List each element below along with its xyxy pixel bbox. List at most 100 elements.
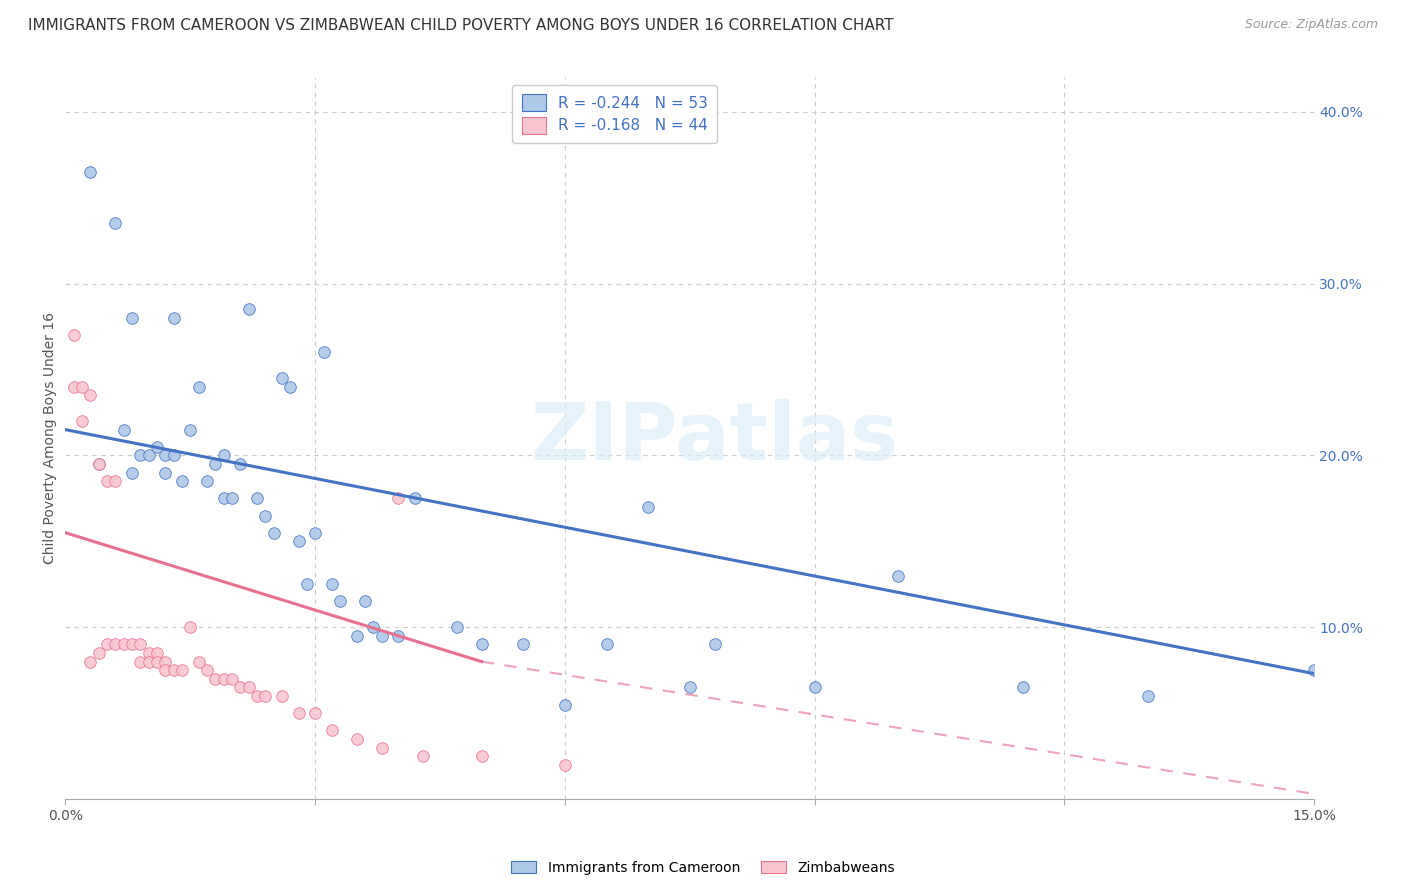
Point: [1136, 689, 1159, 703]
Legend: Immigrants from Cameroon, Zimbabweans: Immigrants from Cameroon, Zimbabweans: [506, 855, 900, 880]
Point: [278, 380, 301, 394]
Point: [138, 655, 160, 669]
Point: [371, 740, 394, 755]
Point: [471, 749, 494, 764]
Point: [112, 423, 135, 437]
Point: [179, 423, 201, 437]
Point: [346, 731, 368, 746]
Y-axis label: Child Poverty Among Boys Under 16: Child Poverty Among Boys Under 16: [44, 312, 58, 565]
Point: [263, 525, 285, 540]
Point: [121, 310, 143, 325]
Point: [512, 637, 534, 651]
Point: [637, 500, 659, 514]
Point: [79, 165, 101, 179]
Point: [70, 380, 93, 394]
Point: [112, 637, 135, 651]
Point: [295, 577, 318, 591]
Text: Source: ZipAtlas.com: Source: ZipAtlas.com: [1244, 18, 1378, 31]
Point: [155, 655, 177, 669]
Point: [404, 491, 426, 506]
Point: [195, 474, 218, 488]
Point: [321, 723, 343, 738]
Point: [170, 663, 193, 677]
Point: [121, 637, 143, 651]
Point: [221, 491, 243, 506]
Point: [179, 620, 201, 634]
Point: [187, 655, 209, 669]
Point: [1011, 681, 1033, 695]
Point: [87, 646, 110, 660]
Point: [595, 637, 617, 651]
Point: [79, 388, 101, 402]
Point: [212, 672, 235, 686]
Point: [204, 672, 226, 686]
Point: [195, 663, 218, 677]
Point: [121, 466, 143, 480]
Point: [238, 681, 260, 695]
Point: [138, 449, 160, 463]
Point: [446, 620, 468, 634]
Point: [346, 629, 368, 643]
Point: [87, 457, 110, 471]
Point: [703, 637, 725, 651]
Point: [163, 663, 186, 677]
Point: [304, 525, 326, 540]
Text: ZIPatlas: ZIPatlas: [530, 400, 898, 477]
Point: [96, 474, 118, 488]
Point: [221, 672, 243, 686]
Point: [163, 310, 186, 325]
Point: [212, 449, 235, 463]
Point: [87, 457, 110, 471]
Point: [270, 689, 292, 703]
Point: [146, 440, 169, 454]
Point: [96, 637, 118, 651]
Point: [187, 380, 209, 394]
Point: [155, 449, 177, 463]
Point: [387, 629, 409, 643]
Point: [204, 457, 226, 471]
Point: [146, 646, 169, 660]
Point: [104, 474, 127, 488]
Point: [163, 449, 186, 463]
Point: [312, 345, 335, 359]
Point: [104, 217, 127, 231]
Point: [70, 414, 93, 428]
Point: [129, 637, 152, 651]
Point: [238, 302, 260, 317]
Point: [329, 594, 352, 608]
Point: [363, 620, 385, 634]
Point: [129, 655, 152, 669]
Point: [229, 457, 252, 471]
Point: [146, 655, 169, 669]
Point: [803, 681, 825, 695]
Point: [270, 371, 292, 385]
Point: [287, 534, 309, 549]
Point: [254, 508, 277, 523]
Text: IMMIGRANTS FROM CAMEROON VS ZIMBABWEAN CHILD POVERTY AMONG BOYS UNDER 16 CORRELA: IMMIGRANTS FROM CAMEROON VS ZIMBABWEAN C…: [28, 18, 894, 33]
Point: [1303, 663, 1326, 677]
Point: [554, 757, 576, 772]
Legend: R = -0.244   N = 53, R = -0.168   N = 44: R = -0.244 N = 53, R = -0.168 N = 44: [512, 85, 717, 143]
Point: [354, 594, 377, 608]
Point: [387, 491, 409, 506]
Point: [155, 466, 177, 480]
Point: [371, 629, 394, 643]
Point: [62, 380, 84, 394]
Point: [138, 646, 160, 660]
Point: [129, 449, 152, 463]
Point: [229, 681, 252, 695]
Point: [155, 663, 177, 677]
Point: [321, 577, 343, 591]
Point: [471, 637, 494, 651]
Point: [554, 698, 576, 712]
Point: [887, 568, 910, 582]
Point: [412, 749, 434, 764]
Point: [287, 706, 309, 721]
Point: [254, 689, 277, 703]
Point: [246, 491, 269, 506]
Point: [304, 706, 326, 721]
Point: [246, 689, 269, 703]
Point: [212, 491, 235, 506]
Point: [79, 655, 101, 669]
Point: [679, 681, 702, 695]
